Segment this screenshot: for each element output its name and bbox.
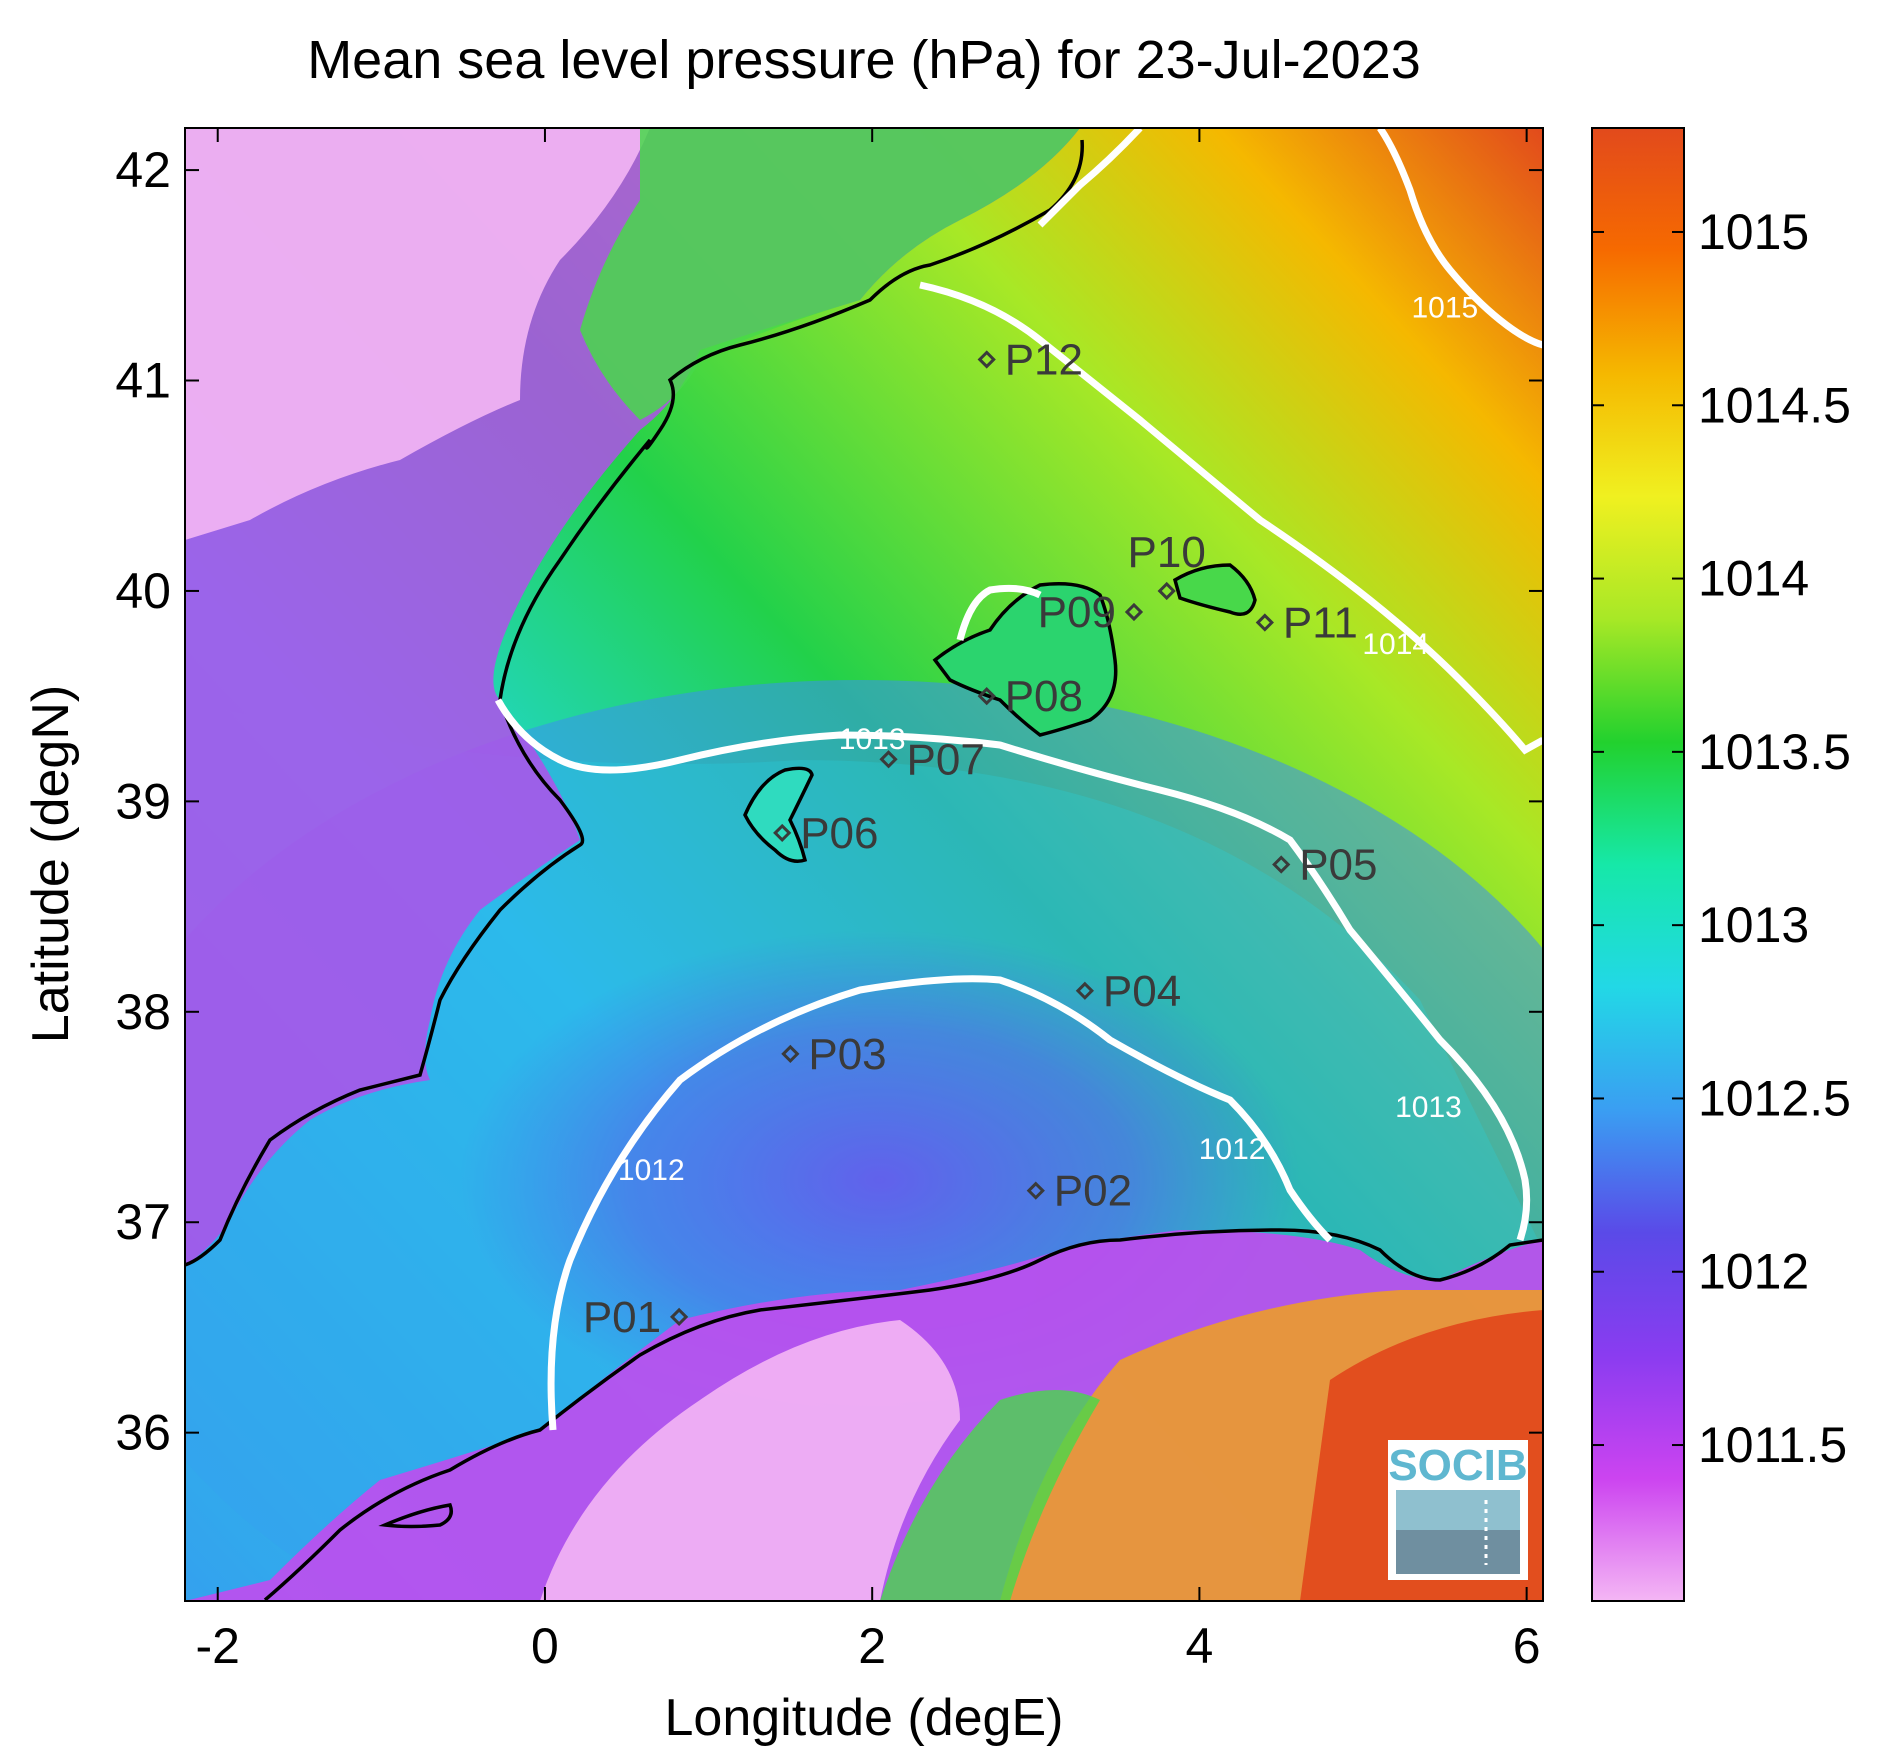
isobar-1013 (494, 698, 1531, 1242)
isobar-label: 1013 (1395, 1091, 1462, 1124)
station-label: P02 (1054, 1167, 1132, 1216)
station-label: P07 (907, 735, 985, 784)
y-tick-label: 42 (115, 142, 171, 198)
colorbar-tick-label: 1011.5 (1698, 1417, 1847, 1473)
station-marker (773, 823, 792, 843)
colorbar-tick-label: 1014.5 (1698, 377, 1851, 433)
station-label: P08 (1005, 672, 1083, 721)
x-tick-label: -2 (195, 1618, 239, 1674)
station-p11: P11 (1255, 599, 1358, 648)
colorbar-tick-label: 1014 (1698, 551, 1809, 607)
x-tick-label: 0 (531, 1618, 559, 1674)
station-p10: P10 (1128, 528, 1206, 601)
land-north-africa-green (880, 1390, 1100, 1601)
island-mallorca (932, 582, 1118, 737)
x-tick-label: 6 (1513, 1618, 1541, 1674)
station-p08: P08 (977, 672, 1083, 721)
colorbar-tick-label: 1012.5 (1698, 1070, 1851, 1126)
station-p05: P05 (1272, 841, 1378, 890)
island-menorca (1172, 563, 1257, 616)
station-label: P05 (1299, 841, 1377, 890)
station-label: P01 (583, 1293, 661, 1342)
y-tick-label: 38 (115, 984, 171, 1040)
station-marker (1157, 581, 1176, 601)
plot-area: 1012 1012 1013 1013 1014 1015 P01 P02 P03 P04 P05… (185, 128, 1543, 1601)
station-label: P04 (1103, 967, 1181, 1016)
y-tick-label: 36 (115, 1405, 171, 1461)
station-label: P03 (808, 1030, 886, 1079)
isobar-1013-balearic (1037, 128, 1143, 228)
colorbar-tick-label: 1013.5 (1698, 724, 1851, 780)
y-tick-label: 39 (115, 773, 171, 829)
isobar-1012 (547, 975, 1333, 1431)
station-marker (1026, 1181, 1045, 1200)
colorbar: 1011.5 1012 1012.5 1013 1013.5 1014 1014.5 1015 (1591, 127, 1851, 1602)
isobar-label: 1012 (618, 1154, 685, 1187)
island-ibiza (743, 766, 814, 863)
coastline-iberia (185, 139, 1084, 1267)
plot-frame (184, 127, 1544, 1602)
station-marker (977, 350, 996, 369)
station-label: P11 (1283, 599, 1358, 648)
socib-logo: SOCIB (1388, 1440, 1528, 1580)
isobar-1013-mallorca (956, 584, 1042, 641)
isobar-label: 1013 (839, 723, 906, 756)
station-p02: P02 (1026, 1167, 1132, 1216)
station-label: P12 (1005, 335, 1083, 384)
x-axis-label: Longitude (degE) (665, 1689, 1064, 1747)
station-marker (879, 750, 898, 769)
map-title: Mean sea level pressure (hPa) for 23-Jul… (307, 30, 1421, 90)
station-label: P10 (1128, 528, 1206, 577)
station-p03: P03 (781, 1030, 887, 1079)
colorbar-tick-label: 1013 (1698, 897, 1809, 953)
colorbar-tick-label: 1012 (1698, 1244, 1809, 1300)
station-p07: P07 (879, 735, 985, 784)
y-axis-label: Latitude (degN) (22, 685, 80, 1043)
coastline-north-africa (263, 1228, 1543, 1601)
land-north-africa-pink (540, 1320, 960, 1601)
coastline-alboran-island (378, 1503, 453, 1529)
station-p06: P06 (773, 809, 878, 858)
station-marker (1075, 981, 1095, 1000)
x-tick-label: 2 (858, 1618, 886, 1674)
land-iberia-green-coast (580, 128, 1080, 420)
x-axis: -2 0 2 4 6 (195, 128, 1541, 1674)
y-tick-label: 41 (115, 353, 171, 409)
isobar-1015 (1377, 128, 1543, 349)
colorbar-tick-label: 1015 (1698, 204, 1809, 260)
station-p01: P01 (583, 1293, 689, 1342)
station-label: P09 (1038, 588, 1116, 637)
y-axis: 36 37 38 39 40 41 42 (115, 142, 1543, 1461)
station-marker (1272, 855, 1291, 874)
isobar-label: 1014 (1362, 628, 1429, 661)
station-marker (977, 687, 996, 706)
station-marker (669, 1307, 689, 1327)
isobar-1014 (919, 281, 1543, 755)
station-marker (1255, 613, 1274, 632)
x-tick-label: 4 (1186, 1618, 1214, 1674)
colorbar-ticks: 1011.5 1012 1012.5 1013 1013.5 1014 1014.5 1015 (1592, 204, 1851, 1473)
station-p09: P09 (1038, 588, 1144, 637)
station-marker (781, 1044, 800, 1064)
colorbar-scale (1591, 127, 1685, 1602)
y-tick-label: 40 (115, 563, 171, 619)
station-label: P06 (800, 809, 878, 858)
socib-logo-text: SOCIB (1388, 1441, 1527, 1490)
contour-labels: 1012 1012 1013 1013 1014 1015 (618, 291, 1478, 1187)
land-iberia-highland (185, 128, 650, 540)
station-marker (1124, 602, 1144, 622)
isobar-label: 1012 (1199, 1133, 1266, 1166)
isobar-label: 1015 (1411, 291, 1478, 324)
station-p12: P12 (977, 335, 1083, 384)
station-p04: P04 (1075, 967, 1181, 1016)
y-tick-label: 37 (115, 1194, 171, 1250)
